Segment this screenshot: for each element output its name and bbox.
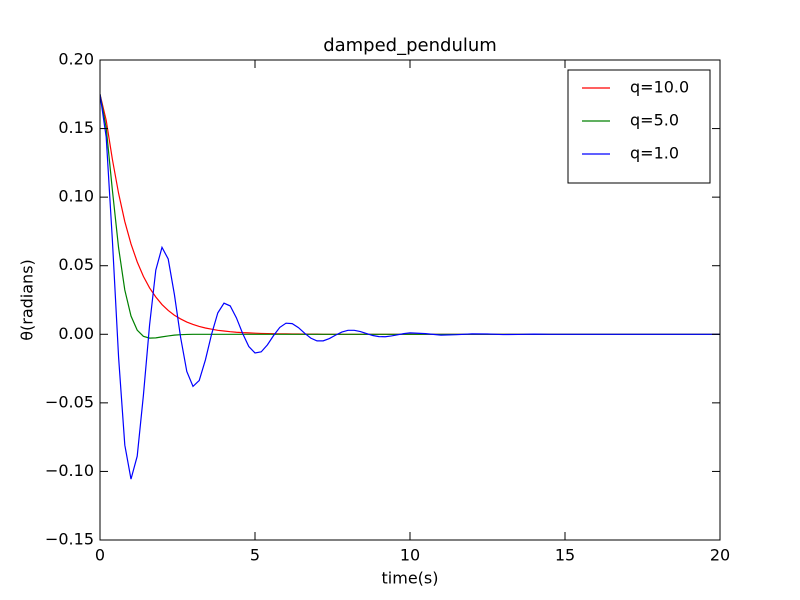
series-line bbox=[100, 94, 720, 480]
y-tick-label: 0.15 bbox=[58, 118, 94, 137]
y-tick-label: 0.05 bbox=[58, 255, 94, 274]
y-axis-label: θ(radians) bbox=[18, 259, 37, 341]
y-tick-label: −0.10 bbox=[45, 461, 94, 480]
chart-title: damped_pendulum bbox=[323, 35, 497, 56]
x-tick-label: 10 bbox=[400, 546, 420, 565]
y-tick-label: −0.15 bbox=[45, 530, 94, 549]
y-tick-label: −0.05 bbox=[45, 392, 94, 411]
y-tick-label: 0.00 bbox=[58, 324, 94, 343]
plot-lines bbox=[100, 94, 720, 480]
legend-label: q=1.0 bbox=[630, 144, 679, 163]
x-tick-label: 5 bbox=[250, 546, 260, 565]
x-tick-label: 20 bbox=[710, 546, 730, 565]
legend-box bbox=[567, 69, 711, 184]
legend-label: q=5.0 bbox=[630, 111, 679, 130]
legend-label: q=10.0 bbox=[630, 78, 689, 97]
x-tick-label: 0 bbox=[95, 546, 105, 565]
x-axis-label: time(s) bbox=[382, 569, 439, 588]
y-tick-label: 0.10 bbox=[58, 187, 94, 206]
x-tick-label: 15 bbox=[555, 546, 575, 565]
y-tick-label: 0.20 bbox=[58, 50, 94, 69]
